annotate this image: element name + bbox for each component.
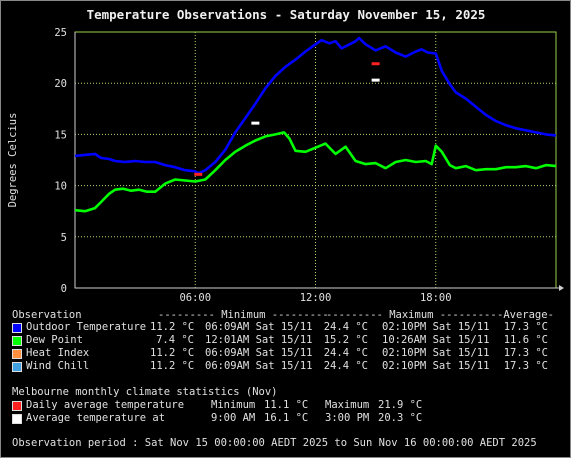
- legend-name: Wind Chill: [26, 360, 90, 372]
- legend-name: Heat Index: [26, 347, 90, 359]
- legend-max-value: 15.2 °C: [323, 334, 368, 346]
- y-tick-label: 25: [54, 27, 67, 39]
- legend-header-minimum: --------- Minimum ---------: [158, 309, 329, 321]
- legend-average: 17.3 °C: [503, 360, 548, 372]
- plot-area: [75, 32, 556, 288]
- legend-max-value: 24.4 °C: [323, 321, 368, 333]
- heatindex-swatch: [12, 349, 22, 359]
- legend-min-time: 12:01AM Sat 15/11: [205, 334, 313, 346]
- legend-max-time: 10:26AM Sat 15/11: [382, 334, 490, 346]
- legend-max-time: 02:10PM Sat 15/11: [382, 360, 490, 372]
- legend-name: Dew Point: [26, 334, 83, 346]
- daily-avg-label: Daily average temperature: [26, 399, 185, 411]
- avg-at-time-2: 3:00 PM: [325, 412, 370, 424]
- windchill-swatch: [12, 362, 22, 372]
- legend-min-value: 7.4 °C: [156, 334, 194, 346]
- observation-period: Observation period : Sat Nov 15 00:00:00…: [12, 437, 537, 449]
- daily-min-label: Minimum: [211, 399, 256, 411]
- daily-min-value: 11.1 °C: [264, 399, 309, 411]
- legend-min-time: 06:09AM Sat 15/11: [205, 321, 313, 333]
- legend-header-label: Observation: [12, 309, 82, 321]
- legend-min-time: 06:09AM Sat 15/11: [205, 347, 313, 359]
- y-axis-label: Degrees Celcius: [7, 113, 19, 208]
- legend-min-time: 06:09AM Sat 15/11: [205, 360, 313, 372]
- legend-max-value: 24.4 °C: [323, 347, 368, 359]
- y-tick-label: 10: [54, 181, 67, 193]
- legend-max-value: 24.4 °C: [323, 360, 368, 372]
- y-tick-label: 0: [61, 283, 67, 295]
- avg-at-swatch: [12, 414, 22, 424]
- legend-header-maximum: --------- Maximum ---------: [326, 309, 497, 321]
- legend-average: 11.6 °C: [503, 334, 548, 346]
- avg-at-value-1: 16.1 °C: [264, 412, 309, 424]
- legend-average: 17.3 °C: [503, 321, 548, 333]
- x-axis-arrow: [559, 285, 564, 291]
- dew-point-line: [74, 131, 557, 213]
- y-tick-label: 5: [61, 232, 67, 244]
- legend-min-value: 11.2 °C: [150, 321, 195, 333]
- chart-title: Temperature Observations - Saturday Nove…: [87, 7, 486, 22]
- legend-average: 17.3 °C: [503, 347, 548, 359]
- x-tick-label: 18:00: [420, 292, 452, 304]
- legend-name: Outdoor Temperature: [26, 321, 147, 333]
- daily-avg-swatch: [12, 401, 22, 411]
- legend-min-value: 11.2 °C: [150, 347, 195, 359]
- avg-at-label: Average temperature at: [26, 412, 166, 424]
- avg-at-value-2: 20.3 °C: [378, 412, 423, 424]
- legend-header-average: -Average-: [497, 309, 554, 321]
- y-tick-label: 15: [54, 129, 67, 141]
- daily-max-label: Maximum: [325, 399, 370, 411]
- legend-max-time: 02:10PM Sat 15/11: [382, 347, 490, 359]
- x-tick-label: 12:00: [300, 292, 332, 304]
- daily-max-value: 21.9 °C: [378, 399, 423, 411]
- climate-title: Melbourne monthly climate statistics (No…: [12, 386, 278, 398]
- legend-min-value: 11.2 °C: [150, 360, 195, 372]
- dewpoint-swatch: [12, 336, 22, 346]
- x-tick-label: 06:00: [179, 292, 211, 304]
- outdoor-swatch: [12, 323, 22, 333]
- avg-at-time-1: 9:00 AM: [211, 412, 256, 424]
- legend-max-time: 02:10PM Sat 15/11: [382, 321, 490, 333]
- outdoor-temperature-line: [74, 36, 557, 175]
- y-tick-label: 20: [54, 78, 67, 90]
